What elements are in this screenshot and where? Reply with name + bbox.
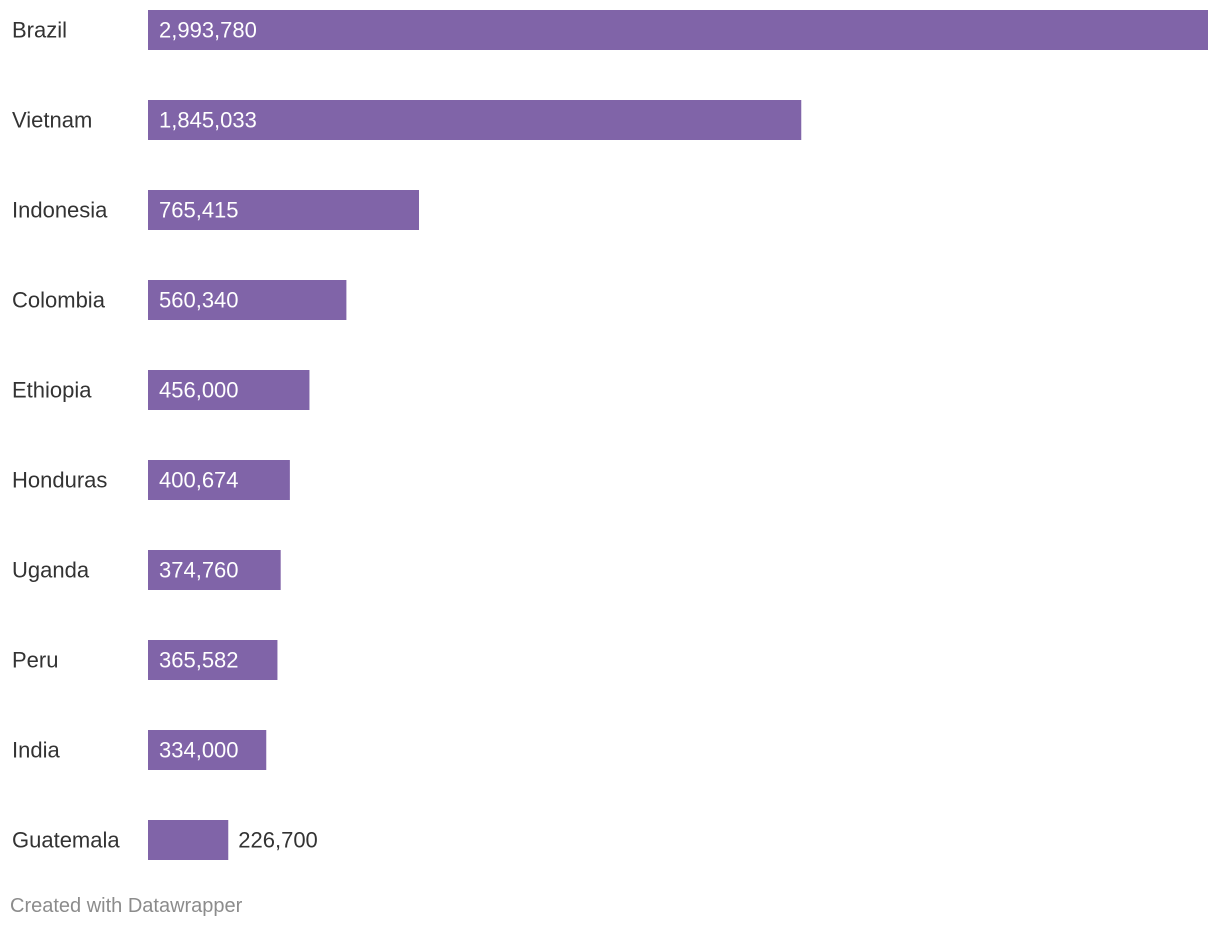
category-label-ethiopia: Ethiopia [12, 378, 92, 403]
category-label-guatemala: Guatemala [12, 828, 120, 853]
bar-vietnam [148, 100, 802, 140]
category-label-uganda: Uganda [12, 558, 90, 583]
bar-honduras [148, 460, 290, 500]
category-label-indonesia: Indonesia [12, 198, 108, 223]
value-label-ethiopia: 456,000 [159, 378, 239, 403]
value-label-vietnam: 1,845,033 [159, 108, 257, 133]
value-label-colombia: 560,340 [159, 288, 239, 313]
value-label-honduras: 400,674 [159, 468, 239, 493]
value-label-india: 334,000 [159, 738, 239, 763]
bar-guatemala [148, 820, 229, 860]
value-label-uganda: 374,760 [159, 558, 239, 583]
bar-brazil [148, 10, 1208, 50]
bar-india [148, 730, 267, 770]
category-label-colombia: Colombia [12, 288, 106, 313]
category-label-brazil: Brazil [12, 18, 67, 43]
bar-colombia [148, 280, 347, 320]
category-label-india: India [12, 738, 60, 763]
category-label-peru: Peru [12, 648, 58, 673]
bar-peru [148, 640, 278, 680]
category-label-vietnam: Vietnam [12, 108, 92, 133]
value-label-peru: 365,582 [159, 648, 239, 673]
bar-ethiopia [148, 370, 310, 410]
bar-indonesia [148, 190, 420, 230]
category-label-honduras: Honduras [12, 468, 107, 493]
value-label-indonesia: 765,415 [159, 198, 239, 223]
bar-uganda [148, 550, 281, 590]
value-label-guatemala: 226,700 [238, 828, 318, 853]
value-label-brazil: 2,993,780 [159, 18, 257, 43]
credit-text[interactable]: Created with Datawrapper [10, 895, 243, 917]
